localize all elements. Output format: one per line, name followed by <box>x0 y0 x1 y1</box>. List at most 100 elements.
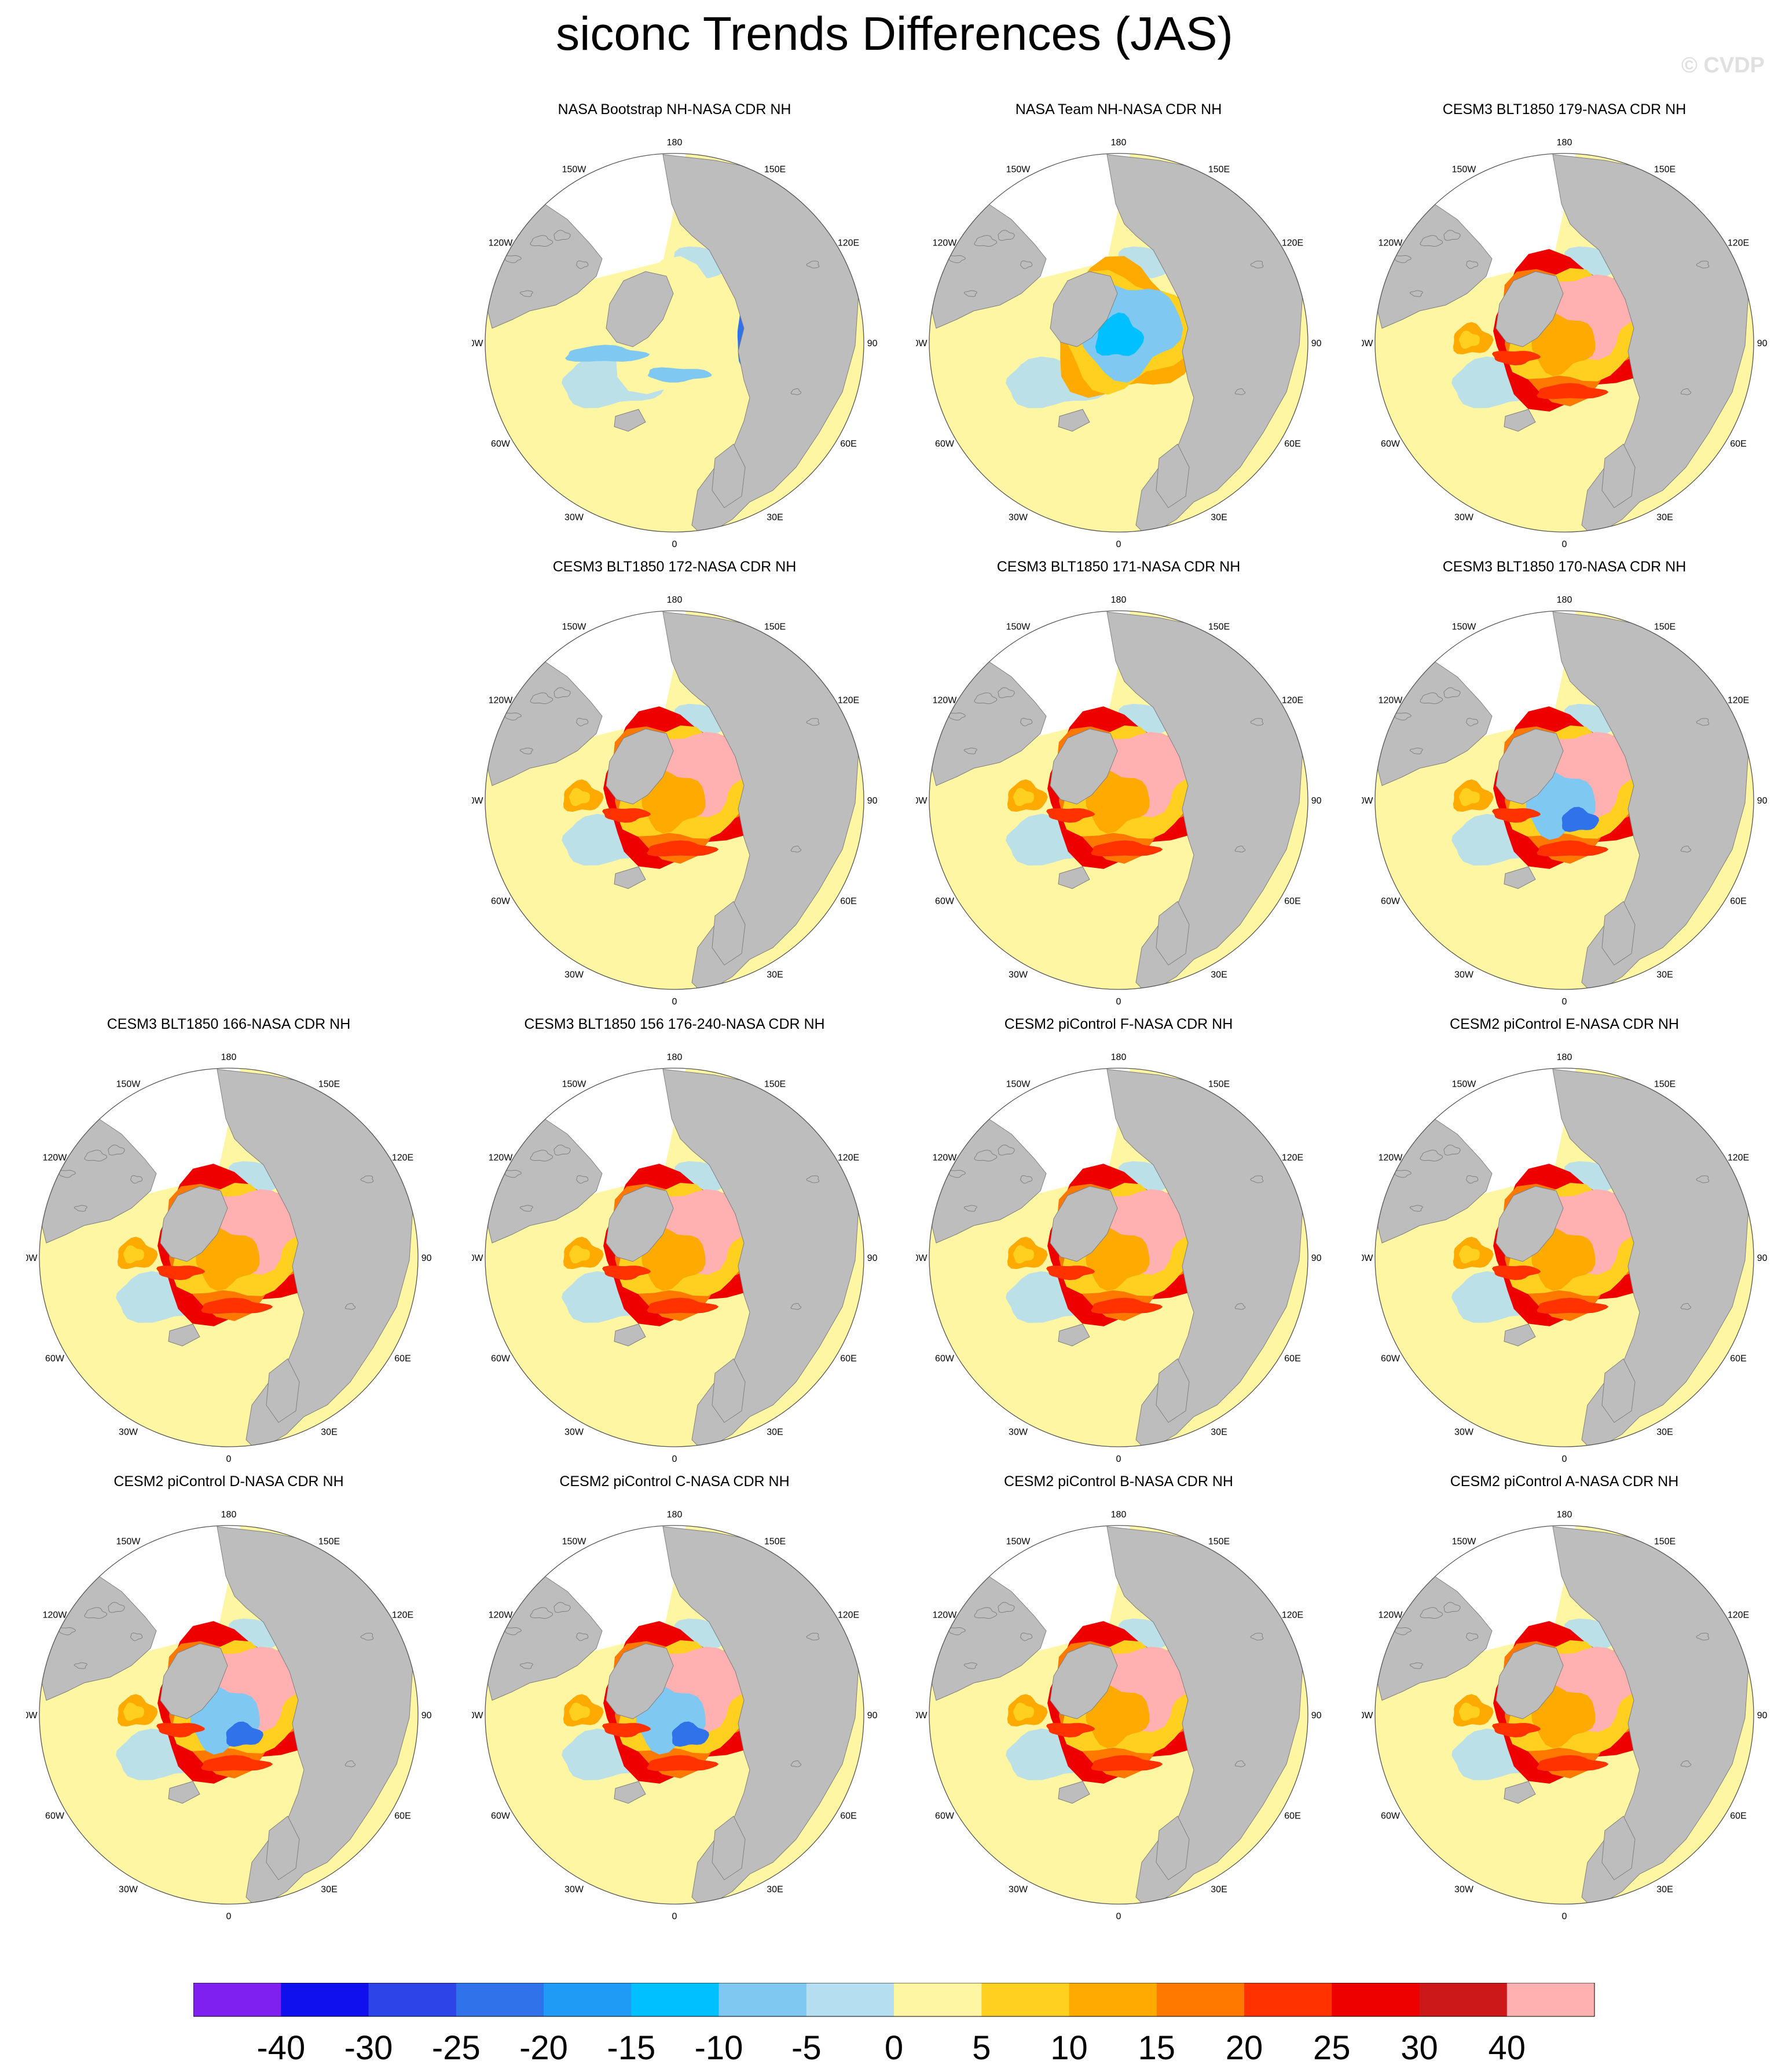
colorbar-swatch <box>894 1983 982 2016</box>
arctic-anomaly <box>602 808 651 823</box>
map-outline <box>39 1068 419 1447</box>
land-mass <box>1504 866 1536 889</box>
colorbar-tick-label: 30 <box>1401 2029 1438 2067</box>
longitude-label: 0 <box>672 1912 677 1921</box>
land-mass <box>712 1816 746 1880</box>
land-mass <box>168 1323 200 1347</box>
longitude-label: 60E <box>840 1811 856 1821</box>
colorbar-tick-label: 20 <box>1226 2029 1263 2067</box>
longitude-label: 150W <box>1452 622 1477 632</box>
colorbar-swatch <box>281 1983 369 2016</box>
longitude-label: 30E <box>1656 1885 1673 1895</box>
arctic-anomaly <box>647 1755 719 1772</box>
map-body <box>1375 1525 1754 1904</box>
island <box>1234 388 1246 395</box>
longitude-label: 120E <box>1728 239 1749 248</box>
longitude-label: 150W <box>562 1080 587 1090</box>
island <box>530 1150 553 1162</box>
longitude-label: 90W <box>472 796 483 806</box>
longitude-label: 120E <box>838 239 859 248</box>
longitude-label: 90E <box>1311 796 1321 806</box>
land-mass <box>614 1781 646 1804</box>
longitude-label: 90E <box>1757 1711 1767 1721</box>
island <box>519 747 533 754</box>
longitude-label: 30W <box>564 1885 584 1895</box>
arctic-anomaly <box>1492 808 1541 823</box>
arctic-anomaly <box>1086 1226 1150 1291</box>
arctic-anomaly <box>648 367 712 383</box>
longitude-label: 150E <box>318 1080 340 1090</box>
arctic-anomaly <box>1458 1245 1480 1264</box>
map-panel: CESM3 BLT1850 172-NASA CDR NH 180 150E 120… <box>472 559 877 1016</box>
land-mass <box>1050 1186 1118 1262</box>
longitude-label: 150E <box>764 622 786 632</box>
longitude-label: 90W <box>1362 1253 1373 1263</box>
island <box>1250 261 1264 269</box>
longitude-label: 60W <box>491 1811 511 1821</box>
panel-title: CESM2 piControl A-NASA CDR NH <box>1450 1473 1679 1490</box>
map-outline <box>485 1068 864 1447</box>
longitude-label: 60E <box>394 1811 410 1821</box>
arctic-anomaly <box>1492 351 1541 366</box>
longitude-label: 30E <box>767 513 783 523</box>
panel-title: CESM3 BLT1850 172-NASA CDR NH <box>552 559 797 575</box>
island <box>1020 261 1033 269</box>
map-body <box>929 611 1308 989</box>
map-panel: CESM3 BLT1850 156 176-240-NASA CDR NH 18… <box>472 1016 877 1473</box>
map-body <box>1375 1068 1754 1447</box>
arctic-anomaly <box>569 1245 590 1264</box>
arctic-anomaly <box>226 1721 263 1747</box>
arctic-anomaly <box>647 840 719 857</box>
longitude-label: 90W <box>26 1711 38 1721</box>
longitude-label: 150E <box>1208 1537 1230 1547</box>
land-mass <box>160 1186 228 1262</box>
longitude-label: 120W <box>933 239 958 248</box>
map-body <box>485 153 864 532</box>
longitude-label: 150W <box>1006 1080 1031 1090</box>
polar-map: 180 150E 120E 90E 60E 30E 0 30W 60W 90W 120W 150W <box>1362 138 1767 549</box>
longitude-label: 30W <box>119 1885 138 1895</box>
longitude-label: 60W <box>491 439 511 449</box>
colorbar-swatch <box>456 1983 544 2016</box>
longitude-label: 0 <box>226 1454 232 1464</box>
longitude-label: 0 <box>1116 997 1121 1007</box>
longitude-label: 30W <box>1009 513 1028 523</box>
arctic-anomaly <box>641 769 706 834</box>
land-mass <box>1601 1358 1636 1423</box>
panel-title: NASA Bootstrap NH-NASA CDR NH <box>558 101 791 118</box>
land-mass <box>712 443 746 508</box>
longitude-label: 30W <box>1009 1885 1028 1895</box>
longitude-label: 0 <box>1116 540 1121 549</box>
longitude-label: 120W <box>43 1153 68 1163</box>
arctic-anomaly <box>1091 1755 1163 1772</box>
longitude-label: 150E <box>1654 165 1676 175</box>
longitude-label: 90W <box>472 339 483 349</box>
arctic-anomaly <box>569 787 590 806</box>
longitude-label: 120W <box>489 1611 514 1620</box>
colorbar-swatch <box>806 1983 894 2016</box>
land-mass <box>1156 901 1190 966</box>
land-mass <box>168 1781 200 1804</box>
longitude-label: 0 <box>672 997 677 1007</box>
land-mass <box>606 1186 674 1262</box>
longitude-label: 30E <box>1211 1885 1227 1895</box>
map-panel: CESM3 BLT1850 170-NASA CDR NH 180 150E 120… <box>1362 559 1767 1016</box>
island <box>1020 1175 1033 1184</box>
island <box>553 687 571 698</box>
longitude-label: 180 <box>1111 595 1127 605</box>
island <box>963 1662 977 1669</box>
map-outline <box>485 153 864 533</box>
longitude-label: 0 <box>1562 540 1567 549</box>
colorbar-tick-label: 25 <box>1313 2029 1351 2067</box>
arctic-anomaly <box>1561 806 1599 833</box>
land-mass <box>712 901 746 966</box>
longitude-label: 150E <box>1654 1537 1676 1547</box>
colorbar-swatch <box>1069 1983 1157 2016</box>
land-mass <box>1050 728 1118 805</box>
island <box>1409 1205 1423 1212</box>
island <box>576 261 589 269</box>
colorbar-swatch <box>1244 1983 1332 2016</box>
island <box>1466 1175 1479 1184</box>
map-panel: CESM2 piControl C-NASA CDR NH 180 150E 120… <box>472 1473 877 1931</box>
island <box>130 1175 143 1184</box>
